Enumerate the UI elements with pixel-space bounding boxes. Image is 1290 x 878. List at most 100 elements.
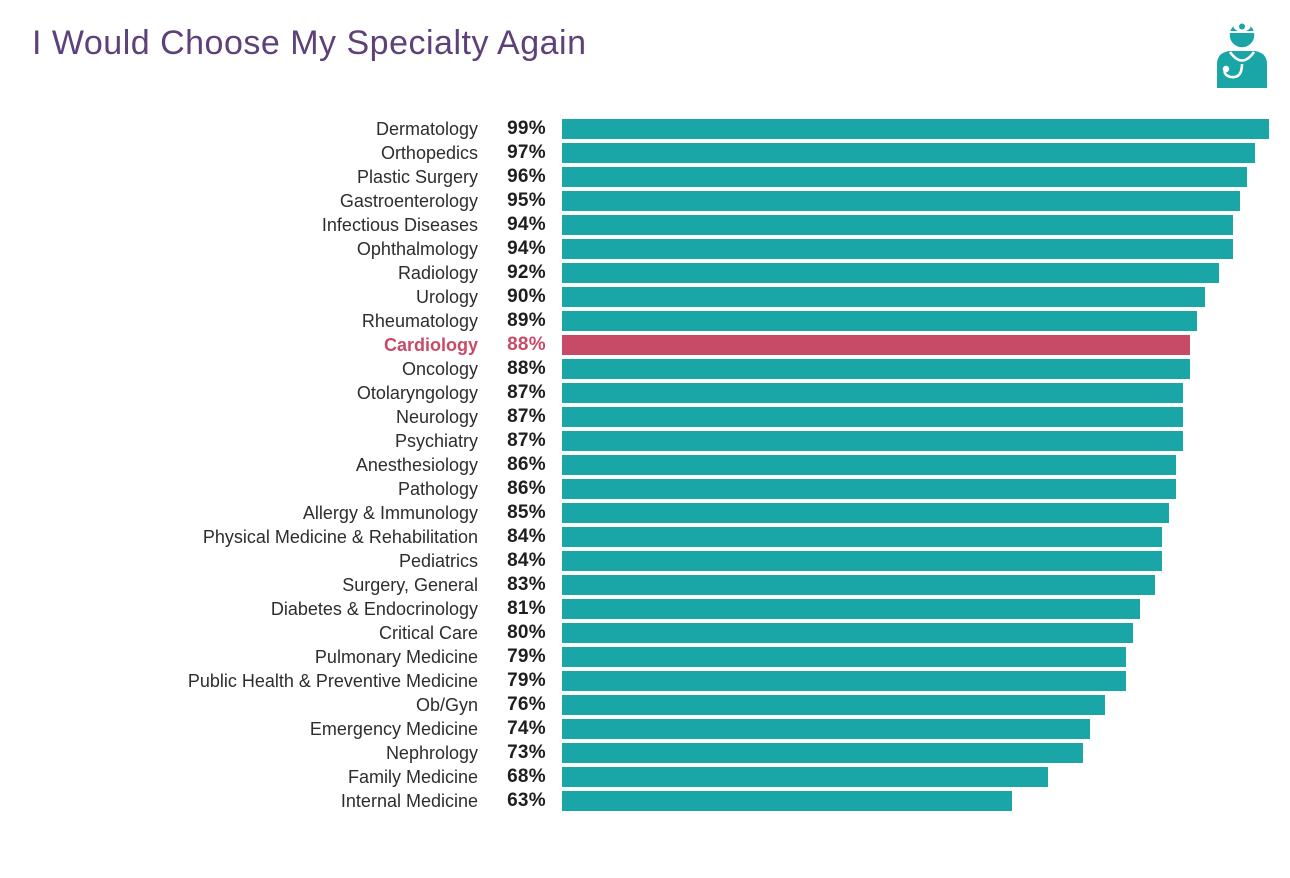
bar — [562, 359, 1191, 379]
value-label: 87% — [507, 382, 546, 403]
bar — [562, 647, 1127, 667]
bar — [562, 287, 1205, 307]
bar-track — [562, 767, 1276, 787]
value-label: 79% — [507, 646, 546, 667]
chart-row: Neurology 87% — [0, 405, 1276, 429]
chart-row: Family Medicine 68% — [0, 765, 1276, 789]
category-label: Urology — [415, 287, 478, 307]
bar-track — [562, 335, 1276, 355]
bar-chart: Dermatology 99% Orthopedics 97% Plastic Surg… — [0, 117, 1276, 813]
bar-track — [562, 623, 1276, 643]
bar-track — [562, 527, 1276, 547]
bar-track — [562, 407, 1276, 427]
chart-row: Gastroenterology 95% — [0, 189, 1276, 213]
bar-track — [562, 479, 1276, 499]
chart-row: Cardiology 88% — [0, 333, 1276, 357]
bar-track — [562, 383, 1276, 403]
category-label: Ophthalmology — [356, 239, 478, 259]
bar — [562, 455, 1177, 475]
chart-row: Plastic Surgery 96% — [0, 165, 1276, 189]
value-label: 88% — [507, 358, 546, 379]
bar-track — [562, 263, 1276, 283]
bar — [562, 503, 1169, 523]
chart-row: Radiology 92% — [0, 261, 1276, 285]
value-label: 87% — [507, 406, 546, 427]
bar-track — [562, 743, 1276, 763]
chart-row: Psychiatry 87% — [0, 429, 1276, 453]
bar — [562, 311, 1198, 331]
category-label: Critical Care — [378, 623, 478, 643]
bar — [562, 479, 1177, 499]
value-label: 83% — [507, 574, 546, 595]
bar-track — [562, 143, 1276, 163]
value-label: 84% — [507, 526, 546, 547]
bar — [562, 743, 1084, 763]
value-label: 94% — [507, 238, 546, 259]
category-label: Plastic Surgery — [356, 167, 478, 187]
value-label: 95% — [507, 190, 546, 211]
category-label: Public Health & Preventive Medicine — [187, 671, 478, 691]
bar — [562, 263, 1219, 283]
bar — [562, 407, 1184, 427]
value-label: 81% — [507, 598, 546, 619]
bar-track — [562, 359, 1276, 379]
page-title: I Would Choose My Specialty Again — [32, 24, 587, 62]
category-label: Physical Medicine & Rehabilitation — [202, 527, 478, 547]
bar — [562, 383, 1184, 403]
category-label: Ob/Gyn — [415, 695, 478, 715]
category-label: Anesthesiology — [355, 455, 478, 475]
bar-track — [562, 551, 1276, 571]
bar — [562, 119, 1269, 139]
value-label: 80% — [507, 622, 546, 643]
value-label: 96% — [507, 166, 546, 187]
chart-row: Physical Medicine & Rehabilitation 84% — [0, 525, 1276, 549]
bar-track — [562, 671, 1276, 691]
chart-row: Pediatrics 84% — [0, 549, 1276, 573]
bar-track — [562, 575, 1276, 595]
bar-track — [562, 215, 1276, 235]
category-label: Nephrology — [385, 743, 478, 763]
value-label: 86% — [507, 454, 546, 475]
bar-track — [562, 311, 1276, 331]
bar-track — [562, 599, 1276, 619]
category-label: Diabetes & Endocrinology — [270, 599, 478, 619]
bar-track — [562, 455, 1276, 475]
bar — [562, 167, 1248, 187]
bar-track — [562, 431, 1276, 451]
chart-row: Critical Care 80% — [0, 621, 1276, 645]
chart-row: Emergency Medicine 74% — [0, 717, 1276, 741]
bar — [562, 791, 1012, 811]
value-label: 97% — [507, 142, 546, 163]
chart-row: Rheumatology 89% — [0, 309, 1276, 333]
category-label: Family Medicine — [347, 767, 478, 787]
value-label: 86% — [507, 478, 546, 499]
category-label: Orthopedics — [380, 143, 478, 163]
header: I Would Choose My Specialty Again — [0, 0, 1290, 100]
bar — [562, 575, 1155, 595]
bar-track — [562, 167, 1276, 187]
bar-track — [562, 719, 1276, 739]
value-label: 74% — [507, 718, 546, 739]
chart-row: Ob/Gyn 76% — [0, 693, 1276, 717]
chart-row: Allergy & Immunology 85% — [0, 501, 1276, 525]
bar — [562, 239, 1234, 259]
bar — [562, 671, 1127, 691]
chart-row: Infectious Diseases 94% — [0, 213, 1276, 237]
value-label: 99% — [507, 118, 546, 139]
bar-track — [562, 647, 1276, 667]
value-label: 92% — [507, 262, 546, 283]
chart-row: Diabetes & Endocrinology 81% — [0, 597, 1276, 621]
bar — [562, 719, 1091, 739]
bar — [562, 623, 1134, 643]
bar — [562, 431, 1184, 451]
category-label: Oncology — [401, 359, 478, 379]
bar — [562, 695, 1105, 715]
chart-row: Orthopedics 97% — [0, 141, 1276, 165]
bar — [562, 335, 1191, 355]
bar-track — [562, 503, 1276, 523]
chart-row: Internal Medicine 63% — [0, 789, 1276, 813]
chart-row: Otolaryngology 87% — [0, 381, 1276, 405]
category-label: Psychiatry — [394, 431, 478, 451]
bar — [562, 143, 1255, 163]
value-label: 68% — [507, 766, 546, 787]
